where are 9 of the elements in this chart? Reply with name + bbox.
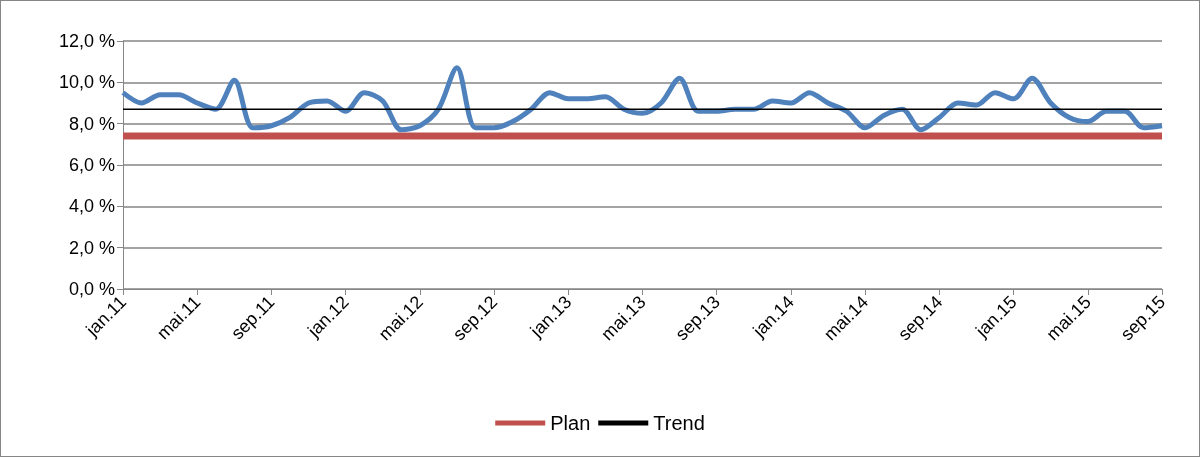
y-tick-label: 12,0 % — [58, 31, 115, 51]
y-tick-label: 10,0 % — [58, 72, 115, 93]
y-tick-label: 2,0 % — [68, 237, 115, 258]
y-tick-label: 8,0 % — [68, 113, 115, 134]
y-tick-label: 4,0 % — [68, 196, 115, 217]
legend-label: Trend — [653, 412, 705, 434]
y-tick-label: 6,0 % — [68, 155, 115, 175]
legend-label: Plan — [550, 412, 591, 434]
y-tick-label: 0,0 % — [68, 279, 115, 299]
